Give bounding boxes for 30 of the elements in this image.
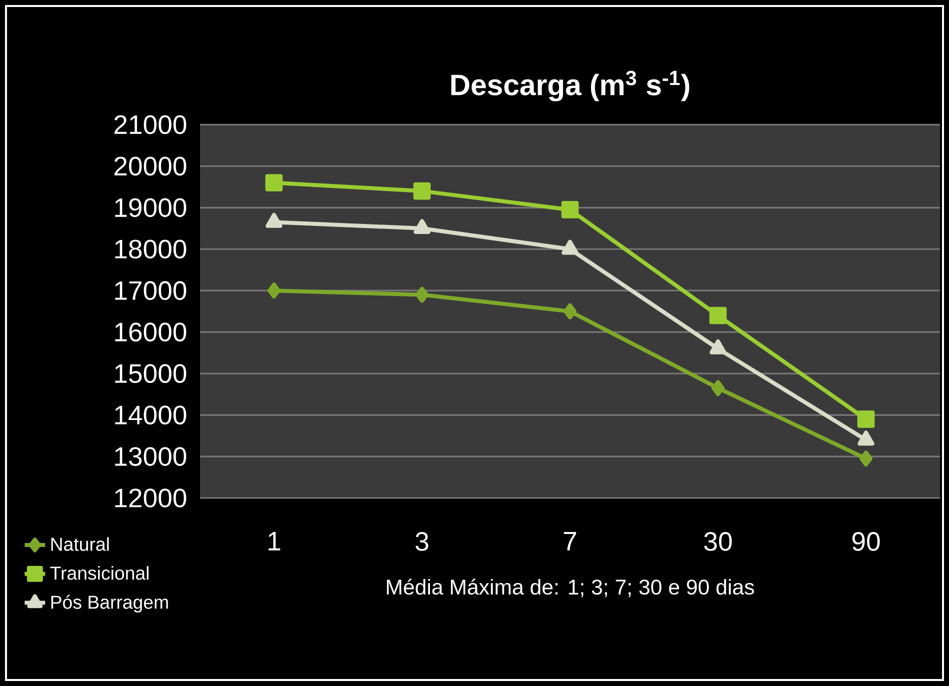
point [268, 282, 280, 299]
x-tick-label: 30 [704, 532, 732, 551]
y-tick-label: 21000 [114, 115, 186, 134]
point [709, 306, 727, 324]
y-tick-label: 15000 [115, 364, 186, 383]
y-tick-label: 16000 [115, 322, 186, 342]
point [712, 380, 724, 396]
y-tick-label: 14000 [115, 406, 186, 424]
point [416, 286, 428, 303]
point [265, 174, 283, 192]
point [857, 410, 875, 428]
legend-label: Natural [51, 537, 109, 551]
x-axis-title: Média Máxima de: 1; 3; 7; 30 e 90 dias [386, 578, 754, 598]
x-tick-label: 90 [852, 532, 880, 551]
x-tick-label: 3 [416, 532, 428, 551]
point [860, 450, 872, 467]
x-tick-label: 7 [564, 532, 576, 550]
point [413, 182, 431, 200]
y-tick-label: 12000 [115, 488, 186, 508]
chart-title: Descarga (m$^{3}$ s$^{-1}$) [451, 70, 690, 102]
point [564, 303, 576, 320]
point [561, 201, 579, 218]
legend-label: Pós Barragem [51, 594, 168, 613]
x-tick-label: 1 [268, 532, 280, 550]
y-tick-label: 13000 [115, 447, 186, 466]
y-tick-label: 19000 [115, 198, 186, 218]
legend-label: Transicional [50, 566, 148, 580]
y-tick-label: 17000 [115, 281, 186, 300]
y-tick-label: 18000 [115, 240, 186, 259]
y-tick-label: 20000 [114, 156, 186, 176]
